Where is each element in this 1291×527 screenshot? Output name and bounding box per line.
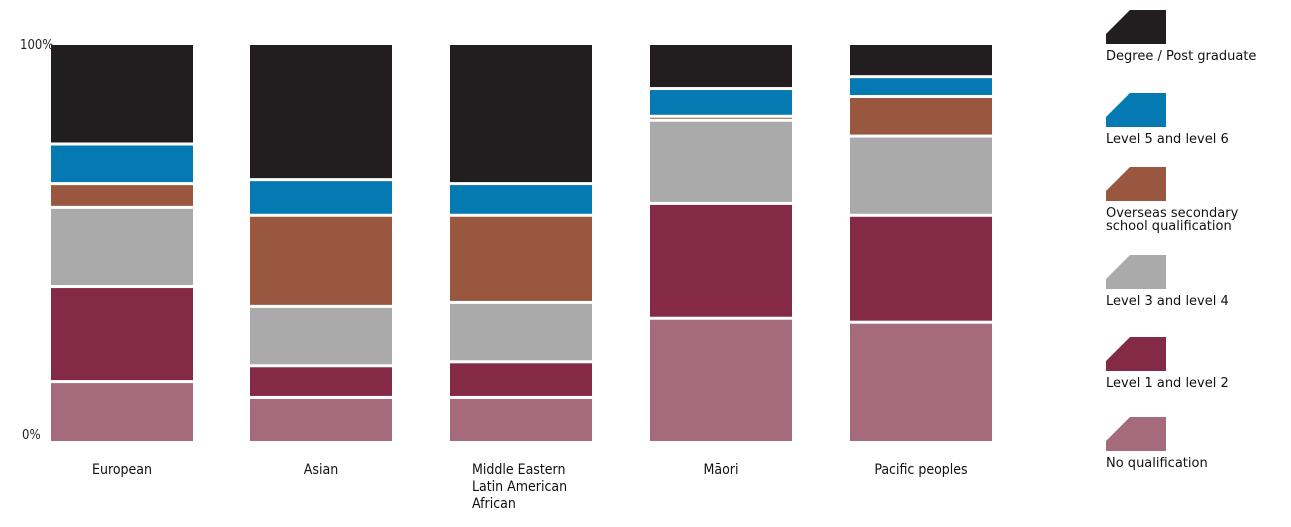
- bar-segment: [850, 137, 992, 214]
- legend-swatch: [1106, 93, 1166, 127]
- bar-stack: [850, 45, 992, 441]
- y-axis-ticks: 0% 100%: [20, 38, 53, 443]
- bars: [51, 45, 992, 441]
- legend-label-line: Overseas secondary: [1106, 206, 1239, 221]
- bar-segment: [450, 216, 592, 301]
- bar-segment: [850, 97, 992, 135]
- bar-segment: [51, 185, 193, 206]
- bar-segment: [650, 45, 792, 88]
- legend: Degree / Post graduate Level 5 and level …: [1106, 0, 1291, 527]
- category-label: Māori: [704, 462, 739, 478]
- bar-stack: [250, 45, 392, 441]
- bar-segment: [51, 45, 193, 143]
- bar-segment: [51, 145, 193, 183]
- legend-label: Overseas secondary school qualification: [1106, 207, 1238, 233]
- category-label: European: [92, 462, 152, 478]
- legend-swatch: [1106, 167, 1166, 201]
- bar-segment: [450, 303, 592, 361]
- y-tick-label: 0%: [22, 428, 41, 443]
- legend-label: No qualification: [1106, 456, 1208, 471]
- category-labels: European Asian Middle Eastern Latin America…: [92, 462, 968, 512]
- bar-segment: [850, 216, 992, 321]
- legend-label: Degree / Post graduate: [1106, 49, 1257, 64]
- bar-segment: [650, 204, 792, 317]
- bar-segment: [650, 121, 792, 202]
- bar-segment: [250, 307, 392, 365]
- bar-segment: [850, 45, 992, 76]
- bar-segment: [51, 208, 193, 286]
- bar-segment: [650, 319, 792, 441]
- category-label: Pacific peoples: [874, 462, 967, 478]
- legend-label: Level 1 and level 2: [1106, 376, 1229, 391]
- bar-segment: [650, 117, 792, 119]
- category-label: Asian: [304, 462, 338, 478]
- legend-label: Level 5 and level 6: [1106, 132, 1229, 147]
- legend-label-line: school qualification: [1106, 219, 1232, 234]
- bar-stack: [450, 45, 592, 441]
- bar-segment: [250, 45, 392, 179]
- bar-segment: [51, 288, 193, 381]
- bar-segment: [250, 398, 392, 441]
- bar-stack: [51, 45, 193, 441]
- bar-segment: [250, 181, 392, 214]
- bar-segment: [450, 398, 592, 441]
- legend-swatch: [1106, 337, 1166, 371]
- bar-segment: [51, 383, 193, 441]
- bar-stack: [650, 45, 792, 441]
- bar-segment: [250, 367, 392, 396]
- category-label: Middle Eastern Latin American African: [472, 462, 567, 512]
- legend-label: Level 3 and level 4: [1106, 294, 1229, 309]
- y-tick-label: 100%: [20, 38, 53, 53]
- bar-segment: [250, 216, 392, 305]
- bar-segment: [450, 363, 592, 396]
- bar-segment: [450, 185, 592, 214]
- legend-swatch: [1106, 255, 1166, 289]
- legend-swatch: [1106, 417, 1166, 451]
- bar-segment: [850, 78, 992, 95]
- legend-swatch: [1106, 10, 1166, 44]
- stacked-bar-chart: 0% 100% European Asian Middle Eastern Latin …: [20, 38, 992, 512]
- bar-segment: [850, 323, 992, 441]
- bar-segment: [450, 45, 592, 183]
- bar-segment: [650, 90, 792, 115]
